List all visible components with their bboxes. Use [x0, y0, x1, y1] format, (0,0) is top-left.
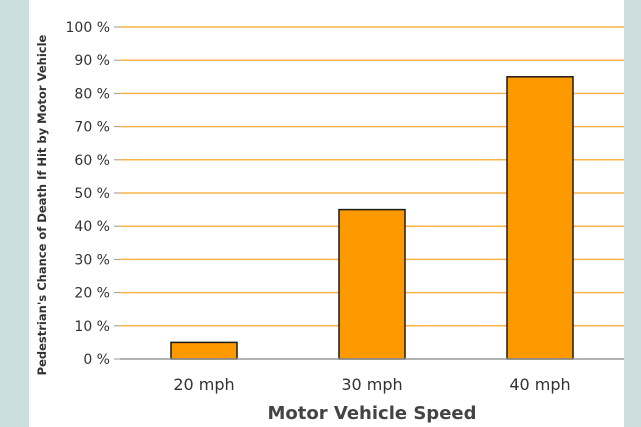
x-tick-label: 30 mph [341, 375, 402, 394]
y-tick-label: 20 % [74, 286, 110, 302]
bar-chart: 0 % 10 % 20 % 30 % 40 % 50 % 60 % 70 % 80 % 90 % 1… [35, 20, 624, 424]
x-tick-label: 20 mph [173, 375, 234, 394]
bar [170, 341, 238, 360]
x-tick-label: 40 mph [509, 375, 570, 394]
y-tick-label: 60 % [74, 153, 110, 169]
x-tick-labels: 20 mph 30 mph 40 mph [173, 375, 570, 394]
y-tick-label: 90 % [74, 53, 110, 69]
bar [338, 208, 406, 360]
y-tick-label: 0 % [83, 352, 110, 368]
y-tick-label: 70 % [74, 120, 110, 136]
bar [506, 76, 574, 360]
y-tick-label: 30 % [74, 252, 110, 268]
y-tick-label: 50 % [74, 186, 110, 202]
chart-frame: 0 % 10 % 20 % 30 % 40 % 50 % 60 % 70 % 80 % 90 % 1… [29, 0, 624, 427]
y-tick-label: 40 % [74, 219, 110, 235]
y-tick-label: 100 % [66, 20, 110, 36]
y-tick-labels: 0 % 10 % 20 % 30 % 40 % 50 % 60 % 70 % 80 % 90 % 1… [66, 20, 110, 368]
y-tick-label: 10 % [74, 319, 110, 335]
x-axis-title: Motor Vehicle Speed [268, 403, 477, 424]
y-tick-label: 80 % [74, 86, 110, 102]
y-axis-title: Pedestrian's Chance of Death If Hit by M… [35, 34, 49, 375]
bars [170, 76, 574, 360]
